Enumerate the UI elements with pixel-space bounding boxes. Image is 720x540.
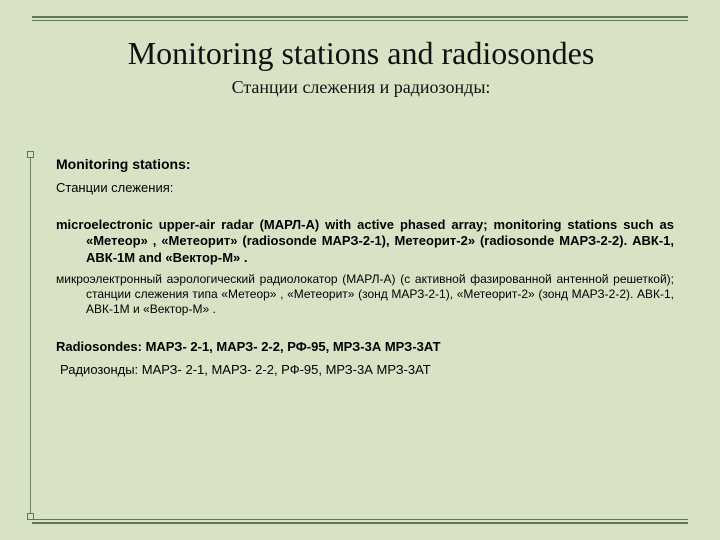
section1-heading-en: Monitoring stations:: [56, 156, 674, 172]
content-area: Monitoring stations: Станции слежения: m…: [42, 156, 680, 377]
slide-title-en: Monitoring stations and radiosondes: [72, 36, 650, 71]
section1-paragraph-en-text: microelectronic upper-air radar (МАРЛ-А)…: [56, 217, 674, 266]
section2-line-en: Radiosondes: МАРЗ- 2-1, МАРЗ- 2-2, РФ-95…: [56, 339, 674, 354]
top-rule-outer: [32, 16, 688, 18]
left-rule: [30, 155, 31, 516]
bottom-rule-outer: [32, 522, 688, 524]
title-block: Monitoring stations and radiosondes Стан…: [42, 36, 680, 98]
section2-rest-en: МАРЗ- 2-1, МАРЗ- 2-2, РФ-95, МРЗ-3А МРЗ-…: [142, 339, 441, 354]
corner-square-top: [27, 151, 34, 158]
top-rule-inner: [32, 20, 688, 21]
bottom-rule-inner: [32, 519, 688, 520]
slide: Monitoring stations and radiosondes Стан…: [0, 0, 720, 540]
slide-title-ru: Станции слежения и радиозонды:: [72, 77, 650, 98]
section1-heading-ru: Станции слежения:: [56, 180, 674, 195]
corner-square-bottom: [27, 513, 34, 520]
section2-lead-en: Radiosondes:: [56, 339, 142, 354]
section2-line-ru: Радиозонды: МАРЗ- 2-1, МАРЗ- 2-2, РФ-95,…: [56, 362, 674, 377]
section2-lead-ru: Радиозонды:: [60, 362, 138, 377]
section1-paragraph-en: microelectronic upper-air radar (МАРЛ-А)…: [56, 217, 674, 266]
section2-rest-ru: МАРЗ- 2-1, МАРЗ- 2-2, РФ-95, МРЗ-3А МРЗ-…: [138, 362, 431, 377]
section1-paragraph-ru-text: микроэлектронный аэрологический радиолок…: [56, 272, 674, 317]
section1-paragraph-ru: микроэлектронный аэрологический радиолок…: [56, 272, 674, 317]
